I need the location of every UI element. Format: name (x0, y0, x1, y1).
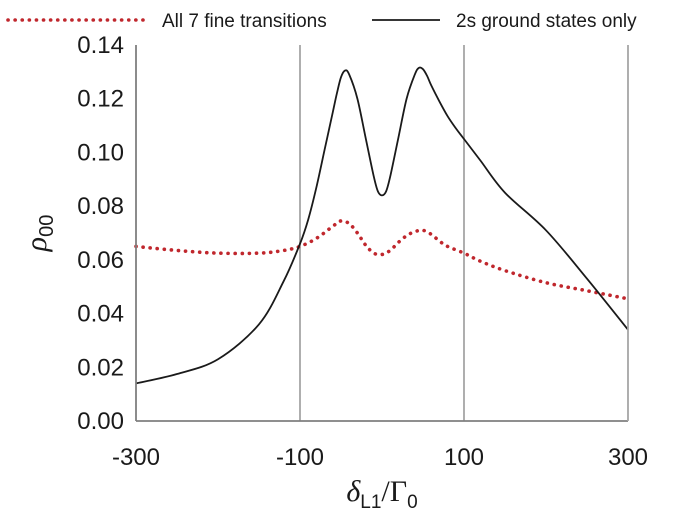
x-tick-label-100: 100 (444, 444, 484, 471)
x-tick-label-100: -100 (276, 444, 324, 471)
y-axis-label: ρ00 (20, 215, 58, 253)
y-tick-label-0-06: 0.06 (77, 247, 124, 274)
gridlines (299, 45, 465, 421)
x-tick-label-300: -300 (112, 444, 160, 471)
series-group (134, 66, 630, 385)
legend-label-all-7-fine-transitions: All 7 fine transitions (162, 11, 327, 32)
legend-label-2s-ground-states-only: 2s ground states only (456, 11, 637, 32)
y-tick-label-0-14: 0.14 (77, 32, 124, 59)
axes (135, 45, 629, 422)
y-tick-label-0-08: 0.08 (77, 193, 124, 220)
x-axis-label: δL1/Γ0 (346, 475, 417, 513)
y-tick-label-0-10: 0.10 (77, 139, 124, 166)
y-tick-label-0-00: 0.00 (77, 408, 124, 435)
y-tick-label-0-02: 0.02 (77, 354, 124, 381)
y-tick-label-0-12: 0.12 (77, 86, 124, 113)
series-line-all-7-fine-transitions (134, 219, 630, 301)
tick-labels: 0.00 0.02 0.04 0.06 0.08 0.10 0.12 0.14 -300 -100… (77, 32, 648, 471)
legend: All 7 fine transitions 2s ground states … (6, 11, 637, 32)
y-tick-label-0-04: 0.04 (77, 301, 124, 328)
series-line-2s-ground-states-only (135, 66, 629, 385)
x-tick-label-300: 300 (608, 444, 648, 471)
